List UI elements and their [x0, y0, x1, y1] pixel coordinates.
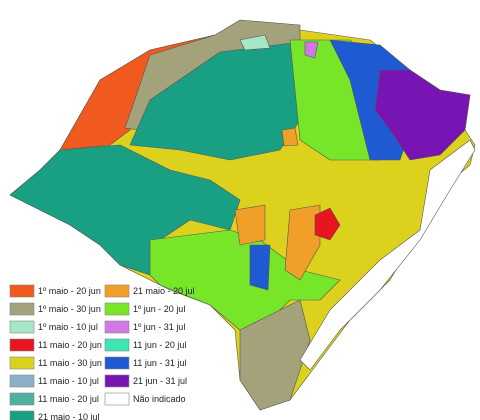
legend-swatch: [104, 338, 130, 352]
legend: 1º maio - 20 jun 1º maio - 30 jun 1º maio …: [9, 284, 195, 420]
legend-swatch: [104, 374, 130, 388]
legend-label: 11 maio - 30 jun: [38, 358, 102, 368]
legend-swatch: [104, 392, 130, 406]
legend-swatch: [9, 338, 35, 352]
legend-label: 11 maio - 10 jul: [38, 376, 99, 386]
legend-swatch: [9, 320, 35, 334]
region: [281, 127, 299, 147]
legend-label: 21 maio - 20 jul: [133, 286, 195, 296]
legend-label: 11 jun - 31 jul: [133, 358, 186, 368]
legend-label: 11 maio - 20 jul: [38, 394, 99, 404]
legend-swatch: [9, 356, 35, 370]
region: [304, 41, 319, 59]
region: [239, 34, 271, 51]
legend-swatch: [104, 284, 130, 298]
legend-label: 1º jun - 20 jul: [133, 304, 185, 314]
legend-label: Não indicado: [133, 394, 186, 404]
legend-swatch: [104, 320, 130, 334]
region: [249, 244, 271, 291]
region: [239, 299, 311, 411]
legend-swatch: [9, 284, 35, 298]
legend-swatch: [9, 410, 35, 420]
state-map: [9, 19, 476, 411]
region: [234, 204, 266, 246]
region: [374, 69, 471, 161]
legend-label: 21 maio - 10 jul: [38, 412, 100, 420]
region: [314, 207, 341, 241]
legend-label: 21 jun - 31 jul: [133, 376, 187, 386]
legend-label: 1º maio - 10 jul: [38, 322, 98, 332]
legend-swatch: [104, 302, 130, 316]
legend-label: 1º maio - 30 jun: [38, 304, 101, 314]
region: [284, 204, 321, 281]
legend-swatch: [9, 374, 35, 388]
legend-label: 11 jun - 20 jul: [133, 340, 186, 350]
legend-swatch: [9, 392, 35, 406]
legend-swatch: [104, 356, 130, 370]
region: [299, 139, 476, 371]
legend-label: 1º maio - 20 jun: [38, 286, 101, 296]
region: [9, 144, 241, 276]
legend-label: 11 maio - 20 jun: [38, 340, 102, 350]
legend-swatch: [9, 302, 35, 316]
legend-label: 1º jun - 31 jul: [133, 322, 185, 332]
